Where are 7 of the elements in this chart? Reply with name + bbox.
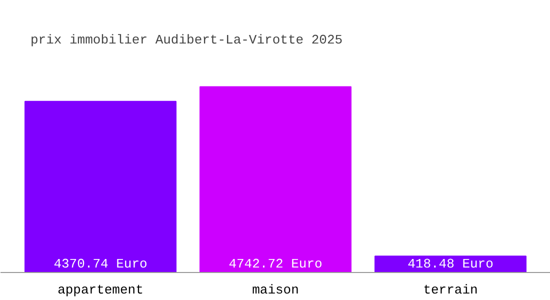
x-tick-label: appartement bbox=[58, 282, 144, 298]
data-label: 418.48 Euro bbox=[408, 256, 494, 272]
data-label: 4742.72 Euro bbox=[228, 256, 322, 272]
chart-title: prix immobilier Audibert-La-Virotte 2025 bbox=[30, 32, 343, 48]
data-label: 4370.74 Euro bbox=[54, 256, 148, 272]
x-tick-label: maison bbox=[252, 282, 299, 298]
x-tick-label: terrain bbox=[423, 282, 478, 298]
